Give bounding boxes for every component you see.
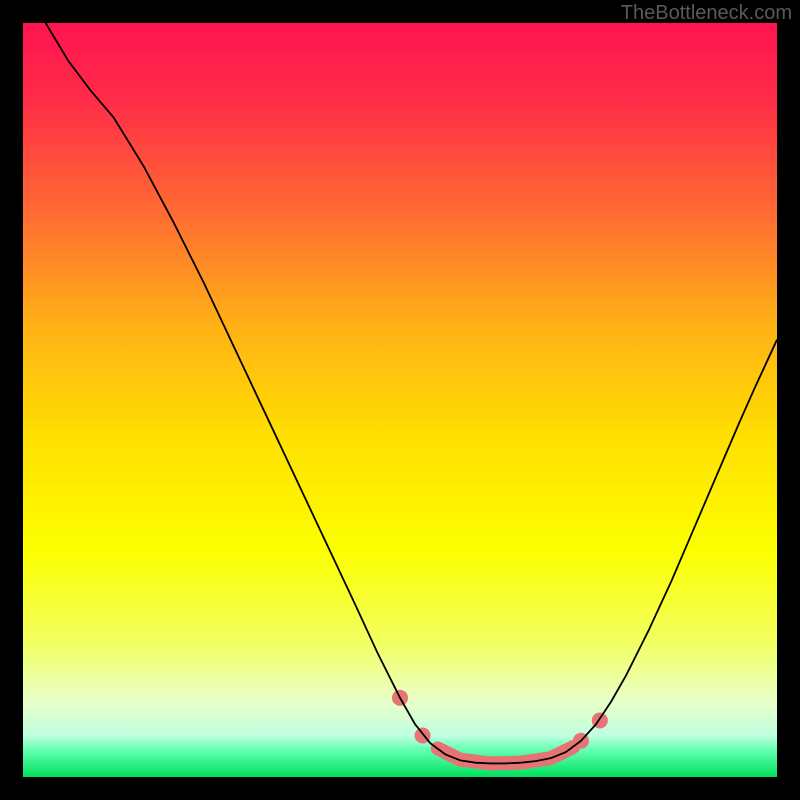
gradient-background (23, 23, 777, 777)
chart-svg (0, 0, 800, 800)
watermark-text: TheBottleneck.com (621, 2, 792, 25)
bottleneck-chart: TheBottleneck.com (0, 0, 800, 800)
